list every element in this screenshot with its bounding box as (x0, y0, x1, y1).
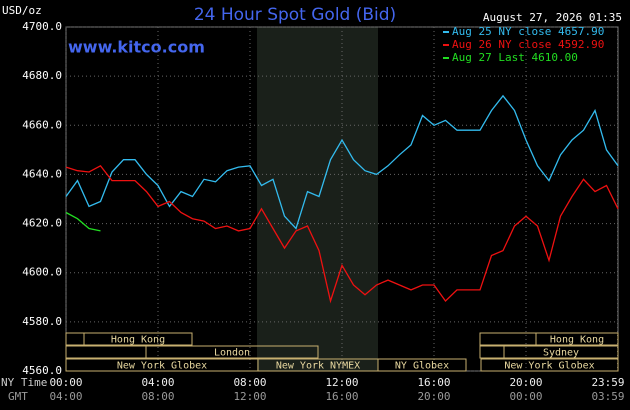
session-label: Hong Kong (550, 335, 604, 346)
x-tick-label: 00:00 (49, 376, 82, 389)
y-tick-label: 4700.0 (22, 20, 62, 33)
price-line (65, 211, 101, 232)
x-tick-label: 20:00 (509, 376, 542, 389)
y-tick-label: 4580.0 (22, 315, 62, 328)
x2-tick-label: 03:59 (591, 390, 624, 403)
y-tick-label: 4660.0 (22, 118, 62, 131)
legend-entry: Aug 27 Last 4610.00 (452, 51, 578, 64)
x-tick-label: 12:00 (325, 376, 358, 389)
session-box (377, 358, 467, 372)
nymex-band (257, 27, 378, 371)
x2-tick-label: 12:00 (233, 390, 266, 403)
x2-axis-label: GMT (8, 390, 28, 403)
x-axis-label: NY Time (1, 376, 47, 389)
x-tick-label: 16:00 (417, 376, 450, 389)
price-line (65, 164, 619, 304)
site-label: www.kitco.com (68, 38, 205, 57)
y-tick-label: 4640.0 (22, 167, 62, 180)
session-label: London (214, 348, 250, 359)
chart-title: 24 Hour Spot Gold (Bid) (194, 5, 396, 25)
session-label: New York Globex (504, 361, 594, 372)
x-tick-label: 08:00 (233, 376, 266, 389)
session-box (480, 358, 619, 372)
y-tick-label: 4680.0 (22, 69, 62, 82)
session-label: Sydney (543, 348, 579, 359)
legend-entry: Aug 26 NY close 4592.90 (452, 38, 604, 51)
session-box (145, 345, 319, 359)
x-tick-label: 04:00 (141, 376, 174, 389)
x2-tick-label: 20:00 (417, 390, 450, 403)
legend-entry: Aug 25 NY close 4657.90 (452, 25, 604, 38)
price-line (65, 94, 619, 230)
x-tick-label: 23:59 (591, 376, 624, 389)
y-tick-label: 4600.0 (22, 266, 62, 279)
session-label: New York NYMEX (276, 361, 360, 372)
x2-tick-label: 16:00 (325, 390, 358, 403)
session-box (503, 345, 619, 359)
session-label: Hong Kong (111, 335, 165, 346)
session-box (83, 332, 193, 346)
timestamp: August 27, 2026 01:35 (483, 11, 622, 24)
y-axis-label: USD/oz (2, 4, 42, 17)
x2-tick-label: 00:00 (509, 390, 542, 403)
x2-tick-label: 04:00 (49, 390, 82, 403)
y-tick-label: 4620.0 (22, 217, 62, 230)
y-tick-label: 4560.0 (22, 364, 62, 377)
session-label: New York Globex (117, 361, 207, 372)
x2-tick-label: 08:00 (141, 390, 174, 403)
session-box (535, 332, 619, 346)
session-label: NY Globex (395, 361, 449, 372)
